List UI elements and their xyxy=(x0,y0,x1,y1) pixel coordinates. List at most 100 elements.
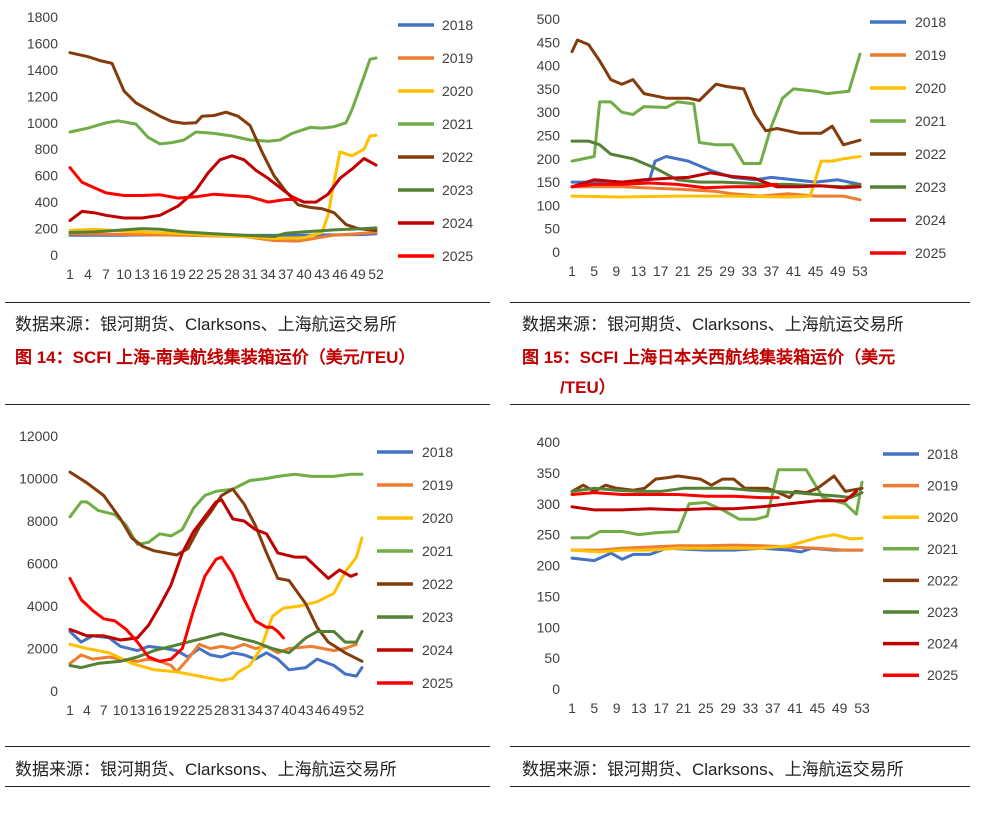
legend-label-2024: 2024 xyxy=(422,642,453,658)
chart-panel-1: 0 200 400 600 800 1000 1200 1400 1600 1800 1 4 7 10 13… xyxy=(10,6,490,296)
series-line-2022 xyxy=(68,51,378,232)
x-tick-label: 34 xyxy=(260,266,276,282)
source-note: 数据来源：银河期货、Clarksons、上海航运交易所 xyxy=(522,760,904,779)
divider-line xyxy=(510,746,970,747)
x-tick-label: 28 xyxy=(224,266,240,282)
x-tick-label: 19 xyxy=(170,266,186,282)
legend-label-2022: 2022 xyxy=(422,576,453,592)
series-line-2024 xyxy=(68,498,358,642)
x-tick-label: 22 xyxy=(180,702,196,718)
y-tick-label: 400 xyxy=(537,58,561,74)
legend-label-2018: 2018 xyxy=(422,444,453,460)
legend-label-2025: 2025 xyxy=(422,675,453,691)
x-tick-label: 9 xyxy=(613,700,621,716)
x-tick-label: 40 xyxy=(296,266,312,282)
series-line-2024 xyxy=(570,489,858,512)
y-tick-label: 500 xyxy=(537,11,561,27)
series-line-2019 xyxy=(68,642,358,674)
source-note: 数据来源：银河期货、Clarksons、上海航运交易所 xyxy=(522,315,904,334)
x-tick-label: 7 xyxy=(100,702,108,718)
legend-label-2019: 2019 xyxy=(442,50,473,66)
y-tick-label: 150 xyxy=(537,174,561,190)
x-tick-label: 41 xyxy=(786,263,802,279)
x-tick-label: 17 xyxy=(653,700,669,716)
series-line-2025 xyxy=(570,491,780,500)
legend-label-2024: 2024 xyxy=(927,636,958,652)
series-line-2019 xyxy=(570,543,864,552)
x-tick-label: 1 xyxy=(66,266,74,282)
chart-panel-2: 0 50 100 150 200 250 300 350 400 450 500 1 5 9 13 17 21 2… xyxy=(515,6,970,296)
y-tick-label: 1200 xyxy=(27,88,58,104)
legend-label-2023: 2023 xyxy=(927,604,958,620)
y-tick-label: 250 xyxy=(537,128,561,144)
x-tick-label: 1 xyxy=(568,263,576,279)
series-line-2020 xyxy=(68,536,364,682)
legend-label-2023: 2023 xyxy=(442,182,473,198)
series-line-2020 xyxy=(68,133,378,240)
x-tick-label: 16 xyxy=(146,702,162,718)
y-tick-label: 450 xyxy=(537,34,561,50)
legend-label-2019: 2019 xyxy=(915,47,946,63)
y-tick-label: 0 xyxy=(552,681,560,697)
y-tick-label: 8000 xyxy=(27,513,58,529)
x-tick-label: 52 xyxy=(349,702,365,718)
legend-label-2021: 2021 xyxy=(442,116,473,132)
source-note: 数据来源：银河期货、Clarksons、上海航运交易所 xyxy=(15,315,397,334)
x-tick-label: 37 xyxy=(764,263,780,279)
legend-label-2021: 2021 xyxy=(927,541,958,557)
figure-title-14: 图 14：SCFI 上海-南美航线集装箱运价（美元/TEU） xyxy=(15,343,415,373)
y-tick-label: 50 xyxy=(544,650,560,666)
legend-label-2025: 2025 xyxy=(927,667,958,683)
x-tick-label: 31 xyxy=(242,266,258,282)
source-note: 数据来源：银河期货、Clarksons、上海航运交易所 xyxy=(15,760,397,779)
y-tick-label: 10000 xyxy=(19,471,58,487)
x-tick-label: 13 xyxy=(130,702,146,718)
divider-line xyxy=(5,404,490,405)
x-tick-label: 33 xyxy=(743,700,759,716)
chart-4-svg: 0 50 100 150 200 250 300 350 400 1 5 9 13 17 21 25 29 33 3… xyxy=(537,434,959,716)
x-tick-label: 33 xyxy=(741,263,757,279)
series-line-2023 xyxy=(68,226,378,238)
x-tick-label: 49 xyxy=(350,266,366,282)
x-tick-label: 5 xyxy=(590,263,598,279)
x-tick-label: 9 xyxy=(612,263,620,279)
x-tick-label: 4 xyxy=(83,702,91,718)
x-tick-label: 37 xyxy=(278,266,294,282)
legend-label-2024: 2024 xyxy=(442,215,473,231)
divider-line xyxy=(510,302,970,303)
y-tick-label: 4000 xyxy=(27,598,58,614)
x-tick-label: 10 xyxy=(113,702,129,718)
x-tick-label: 1 xyxy=(568,700,576,716)
x-tick-label: 7 xyxy=(102,266,110,282)
legend-label-2021: 2021 xyxy=(915,113,946,129)
legend-label-2018: 2018 xyxy=(927,446,958,462)
chart-1-svg: 0 200 400 600 800 1000 1200 1400 1600 1800 1 4 7 10 13… xyxy=(27,9,474,282)
y-tick-label: 100 xyxy=(537,619,561,635)
x-tick-label: 4 xyxy=(84,266,92,282)
legend-label-2020: 2020 xyxy=(442,83,473,99)
x-tick-label: 19 xyxy=(163,702,179,718)
x-tick-label: 22 xyxy=(188,266,204,282)
series-line-2021 xyxy=(570,468,864,540)
figure-title-15-line1: 图 15：SCFI 上海日本关西航线集装箱运价（美元 xyxy=(522,348,896,367)
series-line-2025 xyxy=(68,166,300,204)
x-tick-label: 49 xyxy=(332,702,348,718)
x-tick-label: 37 xyxy=(765,700,781,716)
legend-label-2022: 2022 xyxy=(927,572,958,588)
legend-label-2020: 2020 xyxy=(422,510,453,526)
x-tick-label: 16 xyxy=(152,266,168,282)
x-tick-label: 45 xyxy=(808,263,824,279)
divider-line xyxy=(510,404,970,405)
x-tick-label: 49 xyxy=(832,700,848,716)
y-tick-label: 400 xyxy=(537,434,561,450)
y-tick-label: 0 xyxy=(50,683,58,699)
x-tick-label: 29 xyxy=(719,263,735,279)
series-line-2018 xyxy=(68,630,364,678)
x-tick-label: 37 xyxy=(264,702,280,718)
legend-label-2020: 2020 xyxy=(915,80,946,96)
x-tick-label: 1 xyxy=(66,702,74,718)
x-tick-label: 13 xyxy=(631,700,647,716)
x-tick-label: 43 xyxy=(314,266,330,282)
x-tick-label: 34 xyxy=(248,702,264,718)
y-tick-label: 350 xyxy=(537,81,561,97)
